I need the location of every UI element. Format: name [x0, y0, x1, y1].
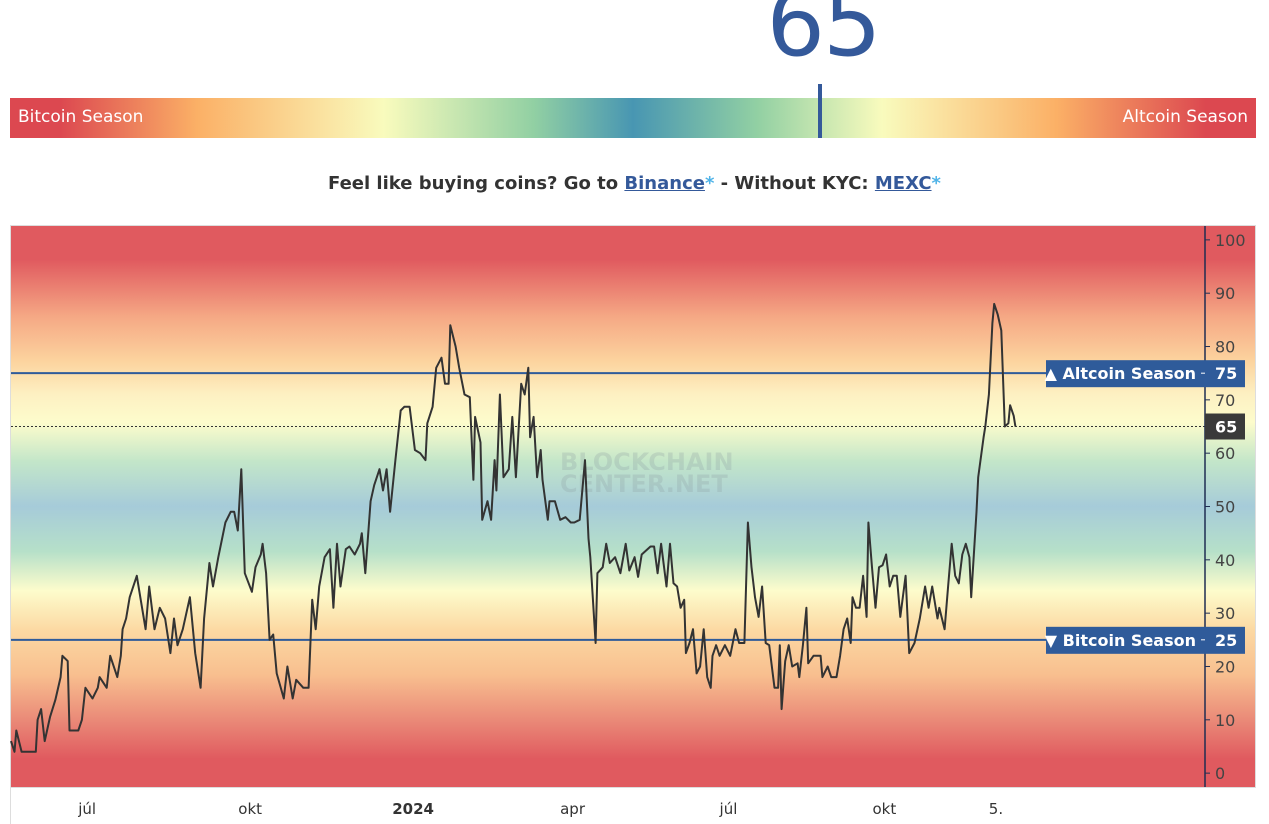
y-tick-label: 30 [1215, 604, 1235, 623]
current-value-tag-label: 65 [1215, 418, 1237, 437]
threshold-tag-value: 25 [1215, 631, 1237, 650]
x-tick-label: okt [238, 800, 262, 818]
y-tick-label: 10 [1215, 711, 1235, 730]
watermark-text: CENTER.NET [560, 470, 728, 498]
binance-link[interactable]: Binance [624, 173, 705, 194]
series-line [10, 302, 1017, 753]
altcoin-season-label: Altcoin Season [1122, 107, 1248, 127]
x-tick-label: júl [719, 800, 738, 818]
watermark-text: BLOCKCHAIN [560, 448, 734, 476]
y-tick-label: 20 [1215, 657, 1235, 676]
threshold-tag: ▲ Altcoin Season 75 [1045, 360, 1245, 388]
current-value-tag-bg [1205, 413, 1245, 440]
y-tick-label: 60 [1215, 444, 1235, 463]
x-tick-label: 5. [989, 800, 1003, 818]
y-tick-label: 90 [1215, 284, 1235, 303]
bitcoin-season-label: Bitcoin Season [18, 107, 144, 127]
binance-asterisk: * [704, 173, 715, 194]
chart-frame [10, 225, 1256, 788]
mexc-asterisk: * [931, 173, 941, 194]
x-tick-label: okt [872, 800, 896, 818]
promo-prefix: Feel like buying coins? Go to [328, 173, 625, 194]
threshold-tag-label: ▼ Bitcoin Season [1045, 631, 1196, 650]
x-tick-label: 2024 [392, 800, 434, 818]
current-value-marker [817, 84, 822, 138]
y-tick-label: 40 [1215, 551, 1235, 570]
y-tick-label: 80 [1215, 338, 1235, 357]
threshold-tag-bg [1046, 626, 1245, 654]
current-value-tag: 65 [1205, 413, 1245, 440]
threshold-tag: ▼ Bitcoin Season 25 [1045, 626, 1245, 654]
promo-text: Feel like buying coins? Go to Binance* -… [0, 173, 1269, 194]
x-tick-label: apr [560, 800, 586, 818]
x-tick-label: júl [77, 800, 96, 818]
current-index-value: 65 [766, 0, 881, 77]
season-gradient-bar: Bitcoin Season Altcoin Season [10, 98, 1256, 138]
y-tick-label: 70 [1215, 391, 1235, 410]
chart-left-rule [10, 788, 11, 824]
y-tick-label: 100 [1215, 231, 1246, 250]
promo-middle: - Without KYC: [714, 173, 875, 194]
threshold-tag-value: 75 [1215, 364, 1237, 383]
y-tick-label: 50 [1215, 498, 1235, 517]
y-tick-label: 0 [1215, 764, 1225, 783]
mexc-link[interactable]: MEXC [874, 173, 932, 194]
threshold-tag-label: ▲ Altcoin Season [1045, 364, 1196, 383]
threshold-tag-bg [1046, 360, 1245, 388]
chart-background [11, 226, 1255, 787]
